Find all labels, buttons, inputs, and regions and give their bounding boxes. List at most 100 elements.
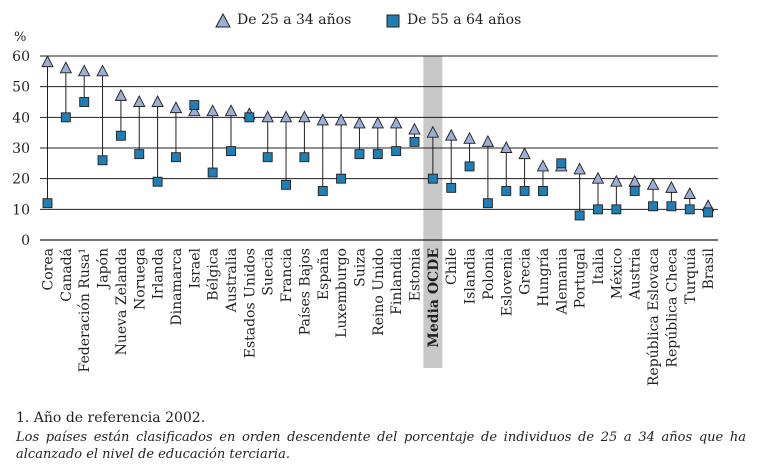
- data-point-25-34: [206, 104, 219, 117]
- data-point-25-34: [481, 134, 495, 147]
- x-category-label: República Eslovaca: [646, 248, 662, 386]
- x-category-label: Dinamarca: [169, 248, 185, 326]
- x-category-label: España: [316, 248, 332, 300]
- data-point-25-34: [59, 61, 73, 74]
- data-point-55-64: [593, 204, 603, 215]
- x-category-label: Bélgica: [206, 248, 222, 301]
- data-point-55-64: [134, 149, 145, 160]
- data-point-55-64: [648, 201, 658, 212]
- y-tick-label: 60: [12, 49, 30, 65]
- data-point-25-34: [610, 174, 623, 187]
- data-point-25-34: [646, 177, 660, 190]
- x-category-label: República Checa: [664, 248, 680, 368]
- data-point-25-34: [77, 64, 91, 77]
- data-point-55-64: [97, 155, 108, 166]
- data-point-25-34: [188, 104, 201, 117]
- data-point-25-34: [151, 95, 164, 107]
- data-point-55-64: [226, 146, 236, 157]
- data-point-25-34: [316, 113, 329, 126]
- footnote-reference-year: 1. Año de referencia 2002.: [16, 410, 206, 426]
- y-tick-label: 10: [12, 202, 30, 218]
- data-point-25-34: [573, 162, 586, 175]
- legend-item-old: De 55 a 64 años: [385, 12, 521, 28]
- data-point-55-64: [372, 149, 383, 160]
- x-category-label: Portugal: [573, 247, 589, 308]
- data-point-25-34: [334, 113, 348, 126]
- data-point-55-64: [574, 210, 585, 221]
- data-point-55-64: [281, 179, 291, 190]
- data-point-25-34: [133, 95, 146, 107]
- data-point-25-34: [591, 171, 605, 184]
- data-point-55-64: [611, 204, 622, 215]
- x-category-label: Media OCDE: [426, 248, 442, 348]
- triangle-marker-icon: [215, 12, 231, 27]
- data-point-55-64: [703, 207, 714, 218]
- x-category-label: Canadá: [59, 248, 75, 302]
- x-category-label: Noruega: [132, 248, 148, 310]
- data-point-55-64: [152, 176, 163, 187]
- data-point-55-64: [427, 173, 438, 184]
- data-point-55-64: [244, 112, 255, 123]
- data-point-55-64: [170, 152, 181, 163]
- x-category-label: Irlanda: [151, 248, 167, 299]
- x-category-label: Corea: [41, 248, 57, 290]
- x-category-label: Turquía: [683, 248, 699, 304]
- data-point-25-34: [41, 55, 54, 68]
- x-category-label: Finlandia: [389, 248, 405, 315]
- data-point-55-64: [115, 130, 126, 141]
- data-point-55-64: [538, 185, 548, 196]
- data-point-55-64: [207, 167, 218, 178]
- footnotes: 1. Año de referencia 2002. Los países es…: [16, 410, 746, 463]
- data-point-55-64: [317, 185, 328, 196]
- legend-label-old: De 55 a 64 años: [407, 12, 522, 28]
- data-point-55-64: [354, 149, 365, 160]
- x-category-label: Polonia: [481, 248, 497, 300]
- x-category-label: Chile: [444, 248, 460, 285]
- data-point-55-64: [446, 182, 457, 193]
- data-point-55-64: [556, 158, 567, 169]
- footnote-ordering: Los países están clasificados en orden d…: [16, 430, 746, 462]
- data-point-55-64: [189, 100, 200, 111]
- data-point-25-34: [628, 174, 641, 187]
- x-category-label: Suiza: [352, 248, 368, 287]
- x-category-label: Israel: [187, 247, 203, 288]
- x-category-label: Italia: [591, 248, 607, 285]
- x-category-label: Brasil: [701, 247, 717, 289]
- data-point-55-64: [299, 152, 310, 163]
- data-point-55-64: [666, 201, 677, 212]
- x-category-label: Austria: [628, 248, 644, 300]
- legend: De 25 a 34 años De 55 a 64 años: [0, 12, 763, 32]
- x-category-label: Grecia: [518, 248, 534, 295]
- data-point-25-34: [389, 116, 403, 129]
- x-category-label: Eslovenia: [499, 248, 515, 316]
- data-point-55-64: [629, 185, 640, 196]
- y-tick-label: 0: [21, 233, 30, 249]
- data-point-55-64: [79, 97, 90, 107]
- x-category-label: Japón: [96, 248, 112, 290]
- x-category-label: México: [609, 248, 625, 299]
- data-point-25-34: [665, 180, 678, 193]
- x-category-label: Luxemburgo: [334, 248, 350, 338]
- x-category-label: Nueva Zelanda: [114, 248, 130, 355]
- data-point-25-34: [353, 116, 366, 129]
- data-point-25-34: [536, 159, 550, 172]
- square-marker-icon: [386, 14, 400, 27]
- data-point-55-64: [336, 173, 347, 184]
- data-point-25-34: [224, 104, 238, 117]
- data-point-55-64: [519, 185, 530, 196]
- data-point-55-64: [391, 146, 402, 157]
- data-point-55-64: [60, 112, 71, 123]
- data-point-25-34: [500, 141, 513, 153]
- data-point-55-64: [464, 161, 475, 172]
- data-point-25-34: [518, 147, 531, 160]
- media-ocde-highlight-band: [423, 56, 443, 368]
- x-category-label: Estonia: [408, 248, 424, 301]
- data-point-25-34: [114, 88, 128, 101]
- legend-item-young: De 25 a 34 años: [215, 12, 351, 28]
- x-category-label: Países Bajos: [297, 248, 313, 335]
- x-category-label: Federación Rusa¹: [77, 248, 93, 372]
- data-point-25-34: [96, 64, 109, 77]
- x-category-label: Australia: [224, 248, 240, 313]
- data-point-25-34: [279, 110, 293, 123]
- data-point-25-34: [426, 125, 440, 138]
